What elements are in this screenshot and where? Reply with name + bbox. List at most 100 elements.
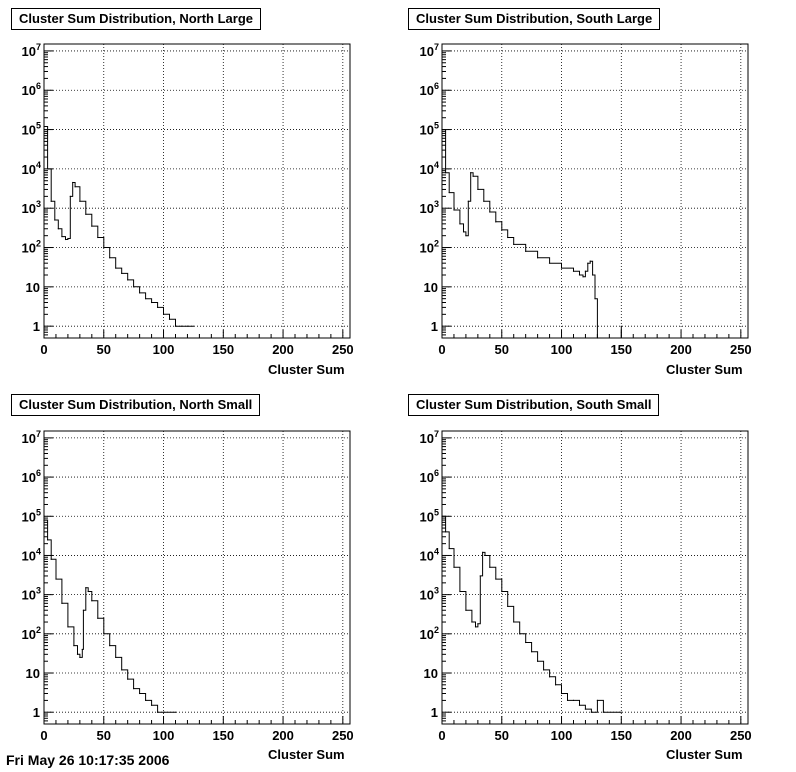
- histogram-point: [43, 519, 45, 521]
- x-axis-label-north-large: Cluster Sum: [268, 362, 345, 377]
- histogram-point: [115, 656, 117, 659]
- histogram-point: [444, 531, 447, 533]
- histogram-point: [127, 279, 129, 281]
- histogram-point: [620, 711, 622, 713]
- x-tick-label: 0: [40, 728, 47, 743]
- y-tick-label: 10: [26, 280, 40, 295]
- y-tick-label: 1: [431, 319, 438, 334]
- histogram-point: [592, 274, 594, 276]
- histogram-point: [139, 692, 141, 695]
- chart-title-north-small: Cluster Sum Distribution, North Small: [11, 394, 261, 416]
- histogram-point: [594, 298, 596, 300]
- histogram-point: [67, 237, 69, 240]
- y-tick-label: 106: [22, 468, 41, 485]
- histogram-point: [479, 575, 481, 577]
- histogram-point: [174, 711, 177, 713]
- y-tick-label: 107: [420, 429, 439, 446]
- histogram-series: [44, 126, 194, 327]
- histogram-point: [453, 566, 455, 568]
- histogram-point: [525, 250, 527, 252]
- y-tick-label: 106: [420, 81, 439, 98]
- y-tick-label: 10: [424, 280, 438, 295]
- y-tick-label: 107: [22, 429, 41, 446]
- x-tick-label: 100: [153, 728, 175, 743]
- chart-panel-north-large: 0 50 100 150 200 250 1 10 102 103 104 105 106 107: [22, 42, 354, 357]
- histogram-point: [115, 267, 117, 269]
- chart-title-south-small: Cluster Sum Distribution, South Small: [408, 394, 660, 416]
- y-tick-label: 107: [22, 42, 41, 59]
- y-tick-label: 102: [420, 625, 439, 642]
- histogram-point: [43, 125, 45, 128]
- histogram-point: [459, 223, 461, 225]
- histogram-point: [441, 515, 443, 517]
- x-axis-label-south-large: Cluster Sum: [666, 362, 743, 377]
- plot-frame: [43, 430, 351, 725]
- histogram-point: [620, 325, 622, 327]
- y-tick-label: 103: [22, 199, 41, 216]
- histogram-point: [484, 554, 486, 557]
- y-tick-label: 103: [22, 586, 41, 603]
- histogram-point: [596, 337, 598, 339]
- histogram-point: [50, 200, 52, 202]
- x-tick-label: 200: [670, 342, 692, 357]
- histogram-point: [162, 711, 165, 713]
- x-tick-label: 200: [272, 342, 294, 357]
- y-tick-label: 107: [420, 42, 439, 59]
- histogram-point: [470, 172, 472, 174]
- histogram-point: [85, 213, 87, 215]
- histogram-point: [507, 236, 509, 239]
- y-tick-label: 104: [22, 546, 41, 563]
- y-tick-label: 103: [420, 199, 439, 216]
- y-tick-label: 1: [431, 705, 438, 720]
- histogram-point: [590, 711, 593, 713]
- x-tick-label: 200: [272, 728, 294, 743]
- histogram-point: [587, 262, 589, 264]
- histogram-point: [69, 195, 71, 197]
- histogram-point: [489, 211, 491, 213]
- y-tick-label: 10: [26, 666, 40, 681]
- histogram-point: [472, 175, 474, 177]
- histogram-point: [64, 238, 67, 241]
- histogram-point: [513, 621, 515, 623]
- histogram-point: [548, 262, 551, 264]
- histogram-point: [103, 633, 105, 635]
- x-tick-label: 150: [610, 728, 632, 743]
- y-tick-label: 105: [420, 507, 439, 524]
- chart-panel-south-small: 0 50 100 150 200 250 1 10 102 103 104 105 106 107: [420, 429, 752, 743]
- histogram-point: [74, 186, 76, 188]
- chart-panel-north-small: 0 50 100 150 200 250 1 10 102 103 104 105 106 107: [22, 429, 354, 743]
- x-tick-label: 50: [495, 342, 509, 357]
- histogram-point: [61, 235, 63, 238]
- histogram-point: [156, 711, 159, 713]
- histogram-point: [150, 301, 153, 304]
- histogram-point: [501, 229, 503, 231]
- histogram-point: [560, 267, 563, 269]
- plot-frame: [43, 43, 351, 339]
- histogram-point: [459, 590, 461, 593]
- histogram-point: [602, 711, 604, 713]
- histogram-series: [442, 515, 622, 713]
- histogram-point: [133, 286, 135, 288]
- y-tick-label: 105: [22, 507, 41, 524]
- histogram-point: [168, 318, 171, 320]
- histogram-point: [578, 704, 581, 706]
- histogram-point: [67, 626, 69, 628]
- chart-panel-south-large: 0 50 100 150 200 250 1 10 102 103 104 105 106 107: [420, 42, 752, 357]
- x-tick-label: 0: [40, 342, 47, 357]
- histogram-point: [145, 298, 147, 300]
- histogram-point: [103, 246, 105, 249]
- histogram-point: [192, 325, 195, 327]
- histogram-point: [471, 621, 473, 623]
- histogram-point: [589, 260, 591, 262]
- histogram-point: [560, 692, 563, 695]
- x-tick-label: 200: [670, 728, 692, 743]
- histogram-point: [121, 669, 123, 671]
- y-tick-label: 105: [22, 121, 41, 138]
- histogram-point: [50, 558, 52, 560]
- histogram-point: [477, 623, 479, 625]
- histogram-point: [578, 274, 581, 276]
- histogram-point: [91, 225, 93, 227]
- histogram-point: [525, 641, 527, 644]
- histogram-point: [448, 191, 450, 194]
- histogram-series: [44, 519, 176, 713]
